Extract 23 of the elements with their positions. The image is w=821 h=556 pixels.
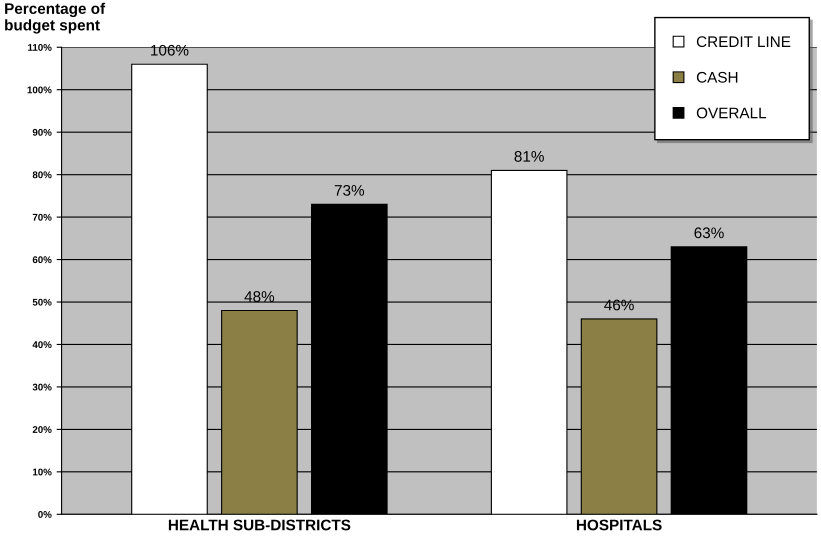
y-tick-label: 40% xyxy=(32,341,52,348)
y-tick-label: 80% xyxy=(32,171,52,178)
legend-label: OVERALL xyxy=(696,108,766,118)
y-tick-label: 50% xyxy=(32,298,52,306)
y-tick-label: 10% xyxy=(33,468,52,476)
y-tick-label: 60% xyxy=(32,256,52,264)
x-tick-label: HEALTH SUB-DISTRICTS xyxy=(168,520,350,530)
y-tick-label: 110% xyxy=(28,44,52,51)
y-tick-label: 90% xyxy=(32,128,52,136)
data-label: 73% xyxy=(334,184,364,196)
y-tick-label: 70% xyxy=(32,214,52,221)
data-label: 63% xyxy=(694,227,724,238)
data-label: 106% xyxy=(151,44,188,56)
data-label: 81% xyxy=(514,150,544,162)
y-tick-label: 30% xyxy=(32,384,52,391)
y-axis-title: Percentage of budget spent xyxy=(5,2,106,34)
x-tick-label: HOSPITALS xyxy=(576,520,662,530)
legend-label: CASH xyxy=(696,72,738,83)
data-label: 48% xyxy=(244,291,274,302)
y-tick-label: 0% xyxy=(38,511,52,518)
legend-label: CREDIT LINE xyxy=(696,36,790,48)
y-tick-label: 100% xyxy=(28,86,52,94)
y-tick-label: 20% xyxy=(32,426,52,433)
